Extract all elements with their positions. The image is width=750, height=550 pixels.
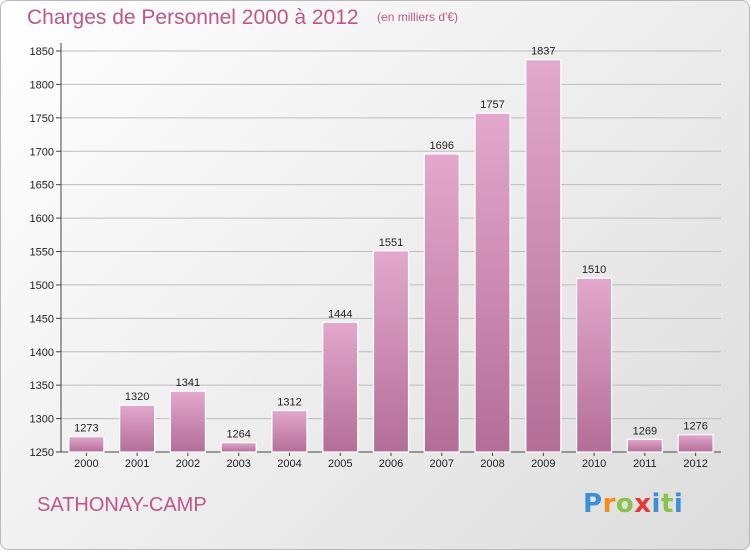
x-tick-label: 2004 [277, 458, 301, 470]
x-tick-label: 2005 [328, 458, 352, 470]
x-tick-label: 2002 [176, 458, 200, 470]
bar-2006[interactable] [372, 250, 410, 453]
bar-2003[interactable] [220, 442, 257, 453]
label-layer: 1273 1320 1341 1264 1312 1444 1551 1696 1757 1837… [74, 46, 708, 441]
value-label-2011: 1269 [633, 425, 657, 437]
value-label-2007: 1696 [430, 140, 454, 152]
value-label-2004: 1312 [277, 397, 301, 409]
x-tick-label: 2007 [430, 458, 454, 470]
y-tick-label: 1350 [30, 380, 54, 392]
bar-2012[interactable] [677, 434, 714, 453]
y-tick-label: 1850 [30, 46, 54, 58]
x-tick-label: 2012 [683, 458, 707, 470]
bar-2001[interactable] [119, 404, 156, 453]
y-tick-label: 1450 [30, 313, 54, 325]
value-label-2000: 1273 [74, 423, 98, 435]
y-tick-label: 1650 [30, 180, 54, 192]
logo-letter: o [615, 489, 635, 519]
place-name: SATHONAY-CAMP [37, 494, 207, 516]
y-tick-label: 1250 [30, 447, 54, 459]
y-tick-label: 1400 [30, 347, 54, 359]
y-tick-label: 1500 [30, 280, 54, 292]
value-label-2008: 1757 [480, 99, 504, 111]
logo-letter: x [634, 489, 652, 519]
x-tick-label: 2010 [582, 458, 606, 470]
value-label-2006: 1551 [379, 237, 403, 249]
x-tick-label: 2000 [74, 458, 98, 470]
y-tick-label: 1700 [30, 146, 54, 158]
logo-letter: P [583, 489, 603, 519]
logo-letter: t [660, 489, 674, 519]
x-tick-label: 2008 [480, 458, 504, 470]
y-tick-label: 1550 [30, 247, 54, 259]
x-tick-label: 2001 [125, 458, 149, 470]
bar-2010[interactable] [575, 277, 613, 453]
chart-subtitle: (en milliers d'€) [377, 10, 459, 24]
bar-2008[interactable] [474, 112, 511, 453]
logo-letter: r [602, 489, 616, 519]
y-tick-label: 1750 [30, 113, 54, 125]
value-label-2001: 1320 [125, 391, 149, 403]
chart-title: Charges de Personnel 2000 à 2012 [27, 6, 359, 29]
value-label-2009: 1837 [531, 46, 555, 58]
value-label-2005: 1444 [328, 308, 352, 320]
axis-layer: 1250 1300 1350 1400 1450 1500 1550 1600 1650 1700… [30, 43, 721, 470]
title-row: Charges de Personnel 2000 à 2012 (en mil… [27, 6, 458, 30]
y-tick-label: 1600 [30, 213, 54, 225]
bar-layer [68, 59, 714, 453]
x-tick-label: 2011 [633, 458, 657, 470]
bar-2000[interactable] [68, 436, 105, 453]
y-tick-label: 1800 [30, 79, 54, 91]
bar-2002[interactable] [169, 390, 207, 453]
y-tick-label: 1300 [30, 414, 54, 426]
logo-letter: i [673, 489, 684, 519]
logo-letter: i [651, 489, 661, 519]
value-label-2012: 1276 [683, 421, 707, 433]
x-tick-label: 2006 [379, 458, 403, 470]
x-tick-label: 2003 [226, 458, 250, 470]
bar-2011[interactable] [626, 438, 663, 453]
value-label-2003: 1264 [226, 429, 250, 441]
bar-2007[interactable] [423, 153, 460, 453]
bar-2009[interactable] [525, 59, 562, 453]
bar-2004[interactable] [271, 409, 308, 453]
x-tick-label: 2009 [531, 458, 555, 470]
value-label-2010: 1510 [582, 264, 606, 276]
bar-2005[interactable] [322, 321, 359, 453]
proxiti-logo[interactable]: Proxiti [583, 489, 683, 519]
value-label-2002: 1341 [176, 377, 200, 389]
